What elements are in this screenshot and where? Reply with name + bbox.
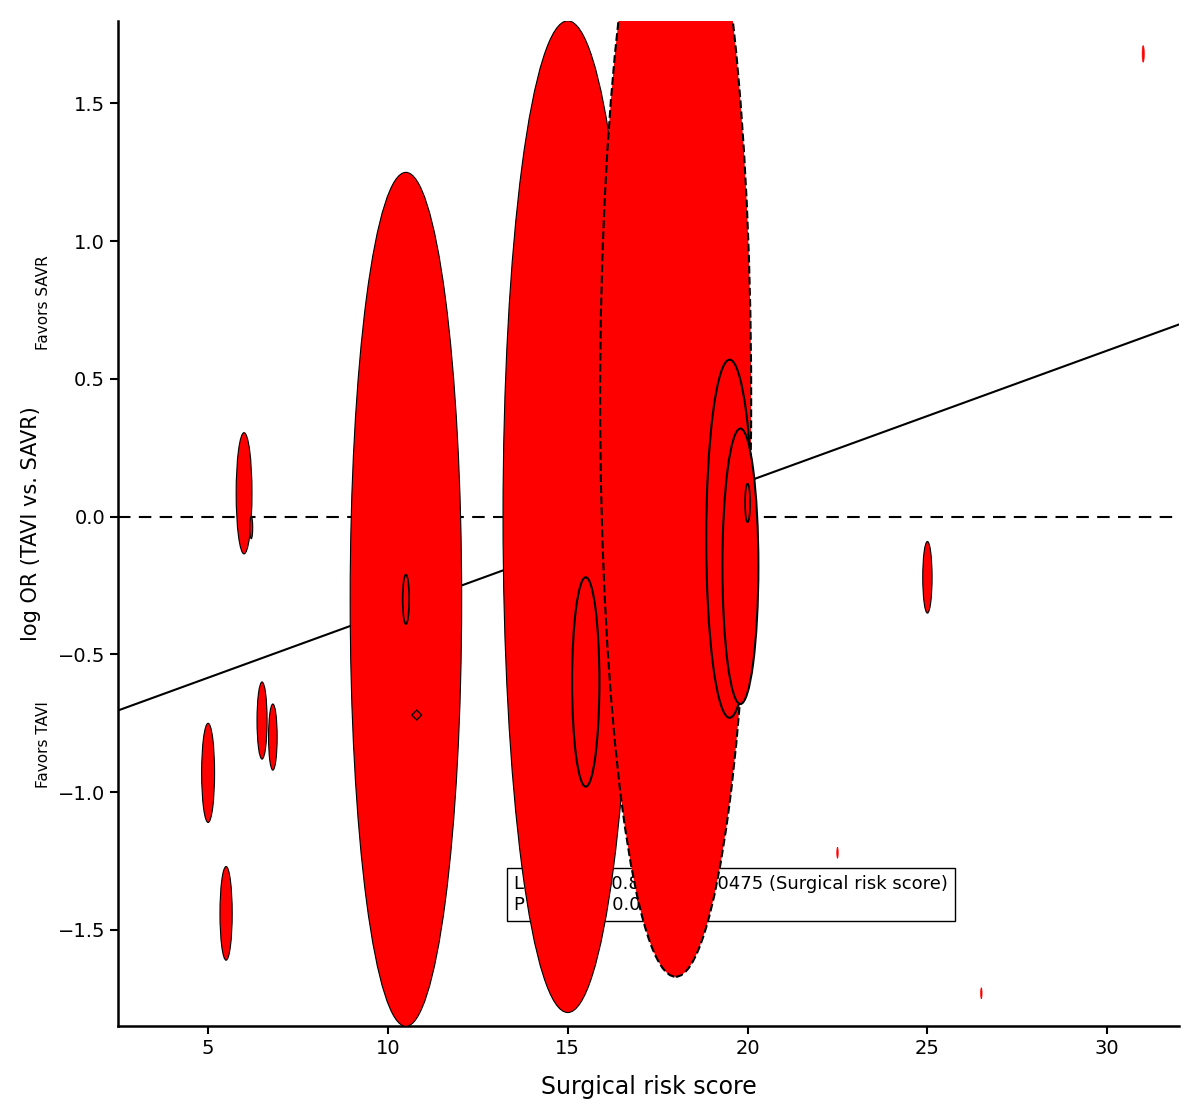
- Circle shape: [350, 172, 462, 1026]
- Text: Favors TAVI: Favors TAVI: [36, 701, 52, 788]
- Circle shape: [980, 988, 982, 999]
- Circle shape: [707, 360, 752, 718]
- Point: [407, 706, 426, 724]
- X-axis label: Surgical risk score: Surgical risk score: [541, 1075, 756, 1099]
- Circle shape: [236, 432, 252, 554]
- Circle shape: [269, 704, 277, 771]
- Circle shape: [202, 724, 215, 822]
- Circle shape: [600, 0, 751, 977]
- Circle shape: [257, 682, 268, 759]
- Circle shape: [572, 577, 600, 786]
- Circle shape: [722, 429, 758, 704]
- Circle shape: [923, 541, 932, 613]
- Circle shape: [503, 21, 632, 1012]
- Circle shape: [586, 820, 587, 831]
- Circle shape: [620, 231, 623, 241]
- Circle shape: [250, 516, 253, 539]
- Text: Log OR = -0.8220 + 0.0475 (Surgical risk score)
P value =  0.0073: Log OR = -0.8220 + 0.0475 (Surgical risk…: [514, 875, 948, 914]
- Circle shape: [631, 811, 634, 822]
- Circle shape: [836, 847, 839, 858]
- Circle shape: [220, 867, 233, 960]
- Text: Favors SAVR: Favors SAVR: [36, 255, 52, 349]
- Y-axis label: log OR (TAVI vs. SAVR): log OR (TAVI vs. SAVR): [20, 407, 41, 641]
- Circle shape: [1142, 46, 1145, 62]
